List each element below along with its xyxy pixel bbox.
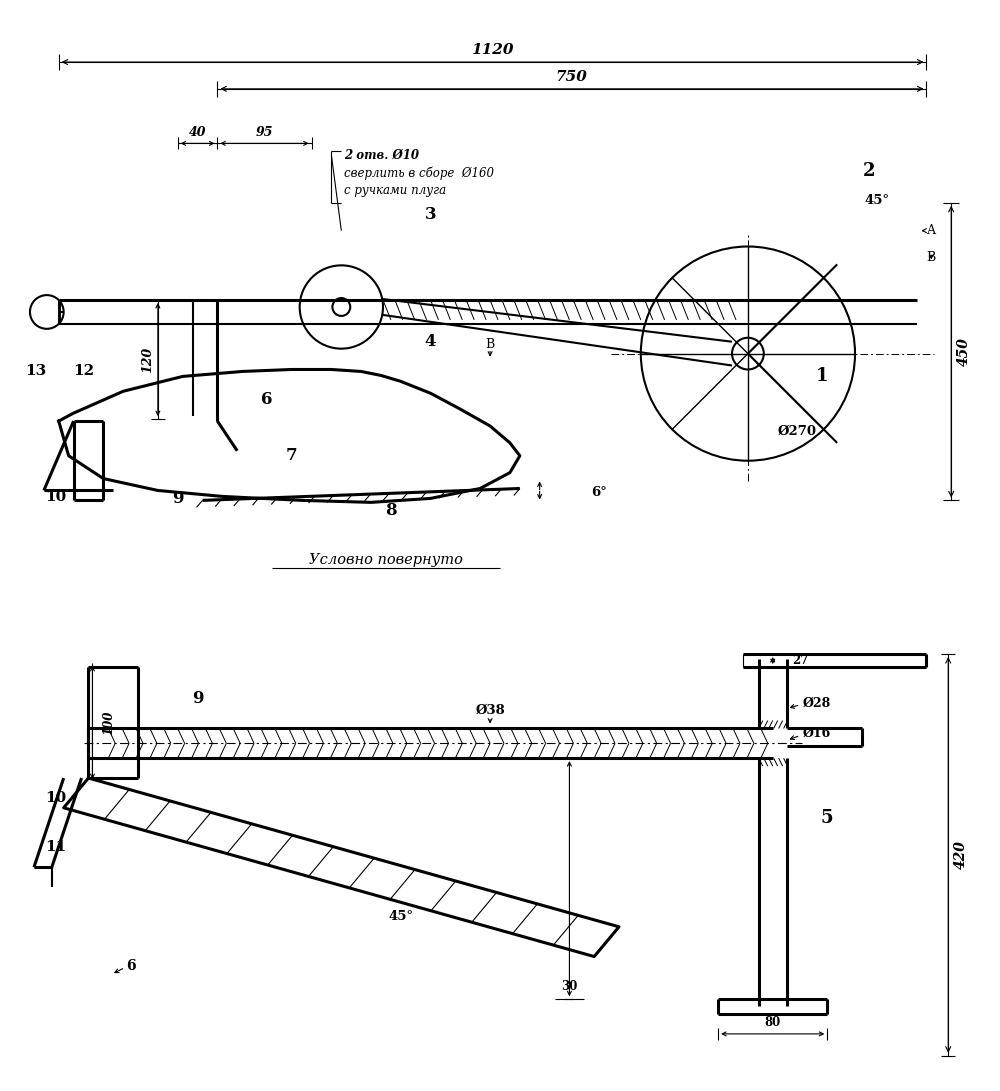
Text: 27: 27 xyxy=(792,654,809,667)
Text: 1120: 1120 xyxy=(471,44,513,57)
Text: 8: 8 xyxy=(385,502,397,519)
Text: 100: 100 xyxy=(102,710,115,734)
Text: 13: 13 xyxy=(25,364,47,379)
Text: с ручками плуга: с ручками плуга xyxy=(344,184,446,197)
Text: 80: 80 xyxy=(765,1016,781,1029)
Text: 6: 6 xyxy=(261,391,273,408)
Text: Ø38: Ø38 xyxy=(475,704,505,717)
Text: B: B xyxy=(485,338,495,351)
Text: 11: 11 xyxy=(45,840,66,854)
Text: 10: 10 xyxy=(45,791,66,805)
Text: 40: 40 xyxy=(189,127,206,140)
Text: 10: 10 xyxy=(45,490,66,504)
Text: сверлить в сборе  Ø160: сверлить в сборе Ø160 xyxy=(344,167,494,180)
Text: 450: 450 xyxy=(957,337,971,367)
Text: 12: 12 xyxy=(73,364,94,379)
Text: 420: 420 xyxy=(954,840,968,868)
Text: 1: 1 xyxy=(816,368,829,385)
Text: 7: 7 xyxy=(286,447,298,465)
Text: Ø28: Ø28 xyxy=(802,697,831,710)
Text: Ø16: Ø16 xyxy=(802,727,831,740)
Text: 4: 4 xyxy=(425,333,436,350)
Text: 30: 30 xyxy=(561,980,578,993)
Text: 6: 6 xyxy=(126,959,136,973)
Text: Ø270: Ø270 xyxy=(778,424,817,437)
Text: 2: 2 xyxy=(863,163,875,180)
Text: 2 отв. Ø10: 2 отв. Ø10 xyxy=(344,148,419,161)
Text: 5: 5 xyxy=(821,808,834,827)
Text: 95: 95 xyxy=(256,127,273,140)
Text: 6°: 6° xyxy=(591,485,607,499)
Text: Условно повернуто: Условно повернуто xyxy=(309,553,463,567)
Polygon shape xyxy=(64,778,619,957)
Text: 45°: 45° xyxy=(388,910,413,923)
Text: 9: 9 xyxy=(172,490,183,507)
Text: B: B xyxy=(926,251,936,264)
Text: 120: 120 xyxy=(141,347,154,373)
Text: 9: 9 xyxy=(192,691,203,707)
Text: A: A xyxy=(926,224,935,237)
Text: 750: 750 xyxy=(555,70,587,84)
Text: 45°: 45° xyxy=(864,194,889,207)
Text: 3: 3 xyxy=(425,206,436,224)
